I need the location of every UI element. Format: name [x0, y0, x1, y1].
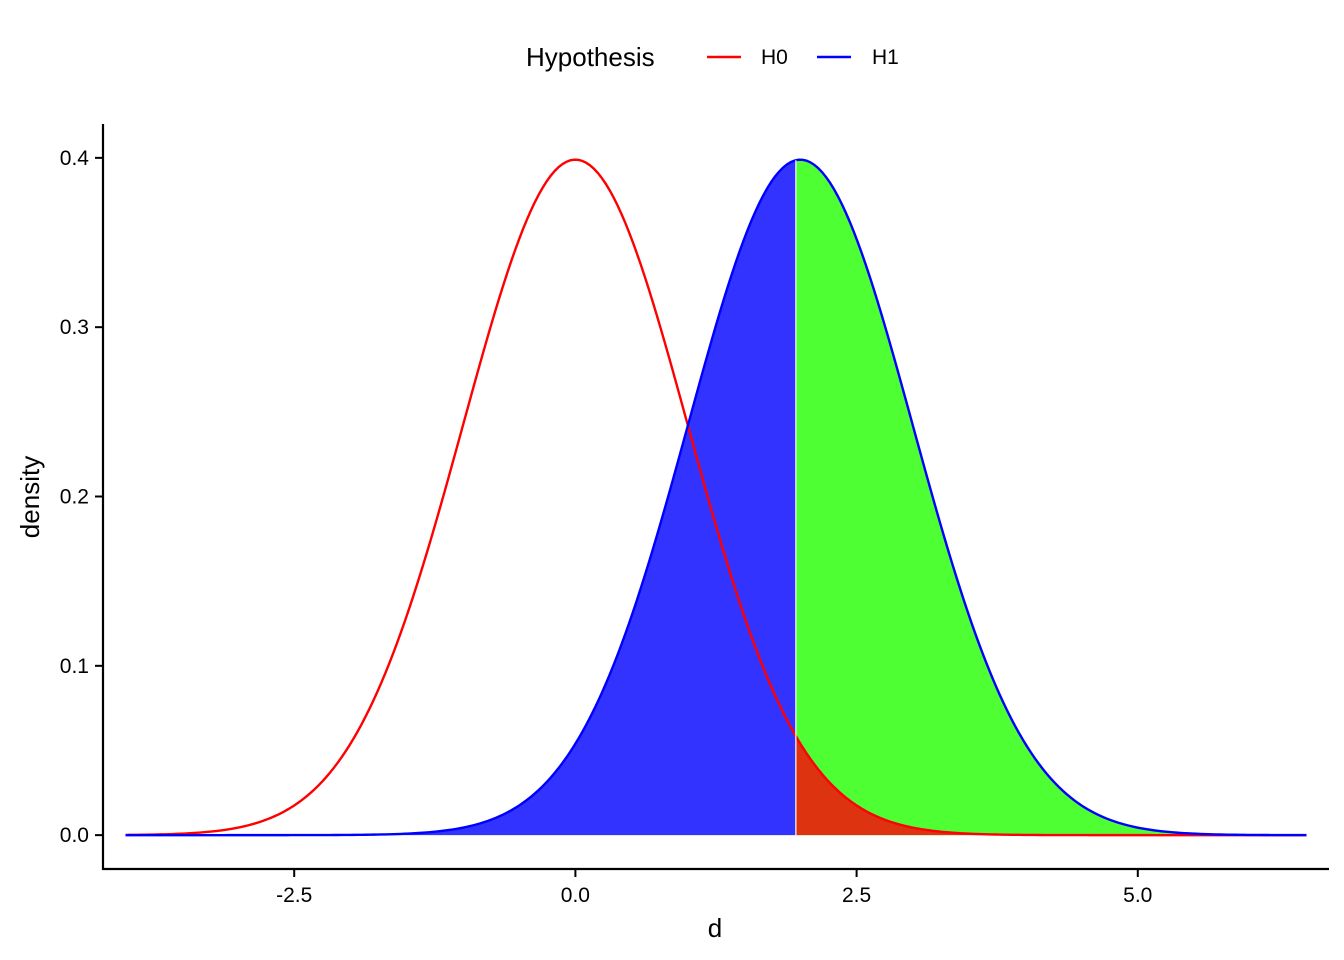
curve-h1: [125, 158, 1307, 837]
x-ticks: -2.5 0.0 2.5 5.0: [276, 869, 1152, 907]
x-axis-title: d: [708, 913, 722, 943]
shaded-regions: [125, 159, 1307, 836]
legend-label-h0: H0: [761, 46, 788, 69]
x-tick-label: 5.0: [1123, 884, 1152, 907]
y-ticks: 0.0 0.1 0.2 0.3 0.4: [60, 147, 103, 847]
y-tick-label: 0.0: [60, 824, 89, 847]
y-tick-label: 0.4: [60, 147, 90, 170]
y-tick-label: 0.1: [60, 655, 89, 678]
y-axis-title: density: [15, 456, 45, 538]
y-tick-label: 0.2: [60, 486, 89, 509]
curve-h0: [125, 158, 1307, 837]
x-tick-label: 0.0: [561, 884, 590, 907]
legend-title: Hypothesis: [526, 42, 655, 72]
density-curves: [125, 158, 1307, 837]
y-tick-label: 0.3: [60, 316, 89, 339]
x-tick-label: -2.5: [276, 884, 312, 907]
shaded-region-1: [125, 160, 796, 836]
shaded-region-2: [795, 159, 1307, 836]
x-tick-label: 2.5: [842, 884, 871, 907]
legend-label-h1: H1: [872, 46, 899, 69]
legend: Hypothesis H0 H1: [526, 42, 899, 72]
shaded-region-3: [795, 736, 1307, 836]
